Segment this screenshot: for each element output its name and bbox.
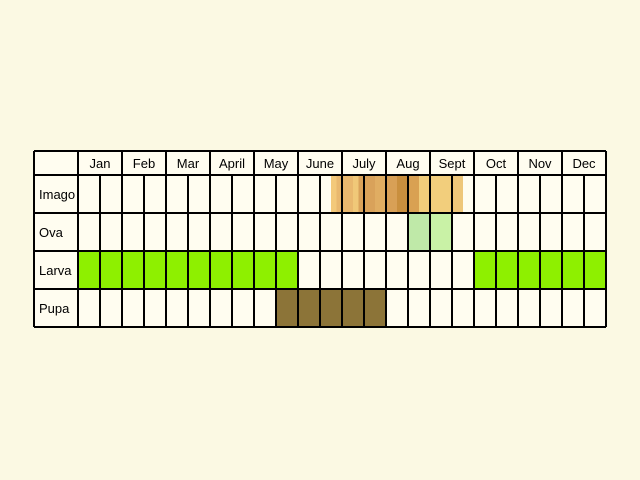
month-label-sept: Sept (439, 156, 466, 171)
stage-label-pupa: Pupa (39, 301, 70, 316)
month-label-dec: Dec (572, 156, 596, 171)
month-label-april: April (219, 156, 245, 171)
month-label-may: May (264, 156, 289, 171)
month-label-aug: Aug (396, 156, 419, 171)
stage-bar-imago-8 (419, 175, 430, 213)
month-label-july: July (352, 156, 376, 171)
month-label-oct: Oct (486, 156, 507, 171)
stage-bar-imago-3 (358, 175, 375, 213)
stage-bar-ova-0 (408, 213, 430, 251)
stage-bar-imago-10 (452, 175, 463, 213)
stage-bar-imago-6 (397, 175, 408, 213)
stage-bar-imago-7 (408, 175, 419, 213)
stage-bar-imago-1 (336, 175, 353, 213)
month-label-jan: Jan (90, 156, 111, 171)
stage-bar-imago-9 (430, 175, 452, 213)
month-label-nov: Nov (528, 156, 552, 171)
stage-bar-imago-4 (375, 175, 386, 213)
month-label-june: June (306, 156, 334, 171)
stage-bar-pupa-0 (276, 289, 386, 327)
stage-bar-imago-5 (386, 175, 397, 213)
stage-bar-ova-1 (430, 213, 452, 251)
stage-label-imago: Imago (39, 187, 75, 202)
stage-label-ova: Ova (39, 225, 64, 240)
stage-bar-imago-2 (353, 175, 359, 213)
stage-bar-imago-0 (331, 175, 337, 213)
month-label-feb: Feb (133, 156, 155, 171)
month-label-mar: Mar (177, 156, 200, 171)
stage-label-larva: Larva (39, 263, 72, 278)
